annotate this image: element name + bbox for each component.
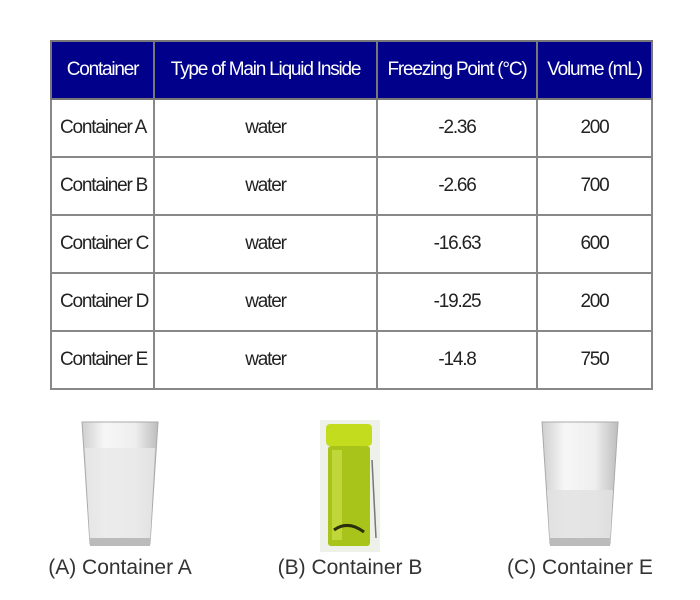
header-cell: Freezing Point (°C) (376, 40, 538, 100)
option-label: (B) Container B (277, 556, 423, 579)
table-cell: -2.36 (376, 98, 538, 158)
header-cell: Type of Main Liquid Inside (153, 40, 378, 100)
table-cell: 200 (536, 98, 653, 158)
table-cell: water (153, 156, 378, 216)
table-cell: 200 (536, 272, 653, 332)
glass-image (81, 421, 159, 546)
bottle-image (320, 420, 380, 552)
table-cell: Container C (50, 214, 155, 274)
table-cell: water (153, 214, 378, 274)
table-cell: -14.8 (376, 330, 538, 390)
data-table: Container Type of Main Liquid Inside Fre… (50, 40, 653, 390)
table-cell: Container D (50, 272, 155, 332)
header-cell: Container (50, 40, 155, 100)
header-row: Container Type of Main Liquid Inside Fre… (50, 40, 653, 100)
table-cell: -19.25 (376, 272, 538, 332)
table-cell: 600 (536, 214, 653, 274)
table-cell: water (153, 272, 378, 332)
table-cell: Container A (50, 98, 155, 158)
header-cell: Volume (mL) (536, 40, 653, 100)
table-cell: 750 (536, 330, 653, 390)
table-cell: Container B (50, 156, 155, 216)
option-label: (C) Container E (507, 556, 653, 579)
table-cell: water (153, 98, 378, 158)
glass-image (541, 421, 619, 546)
table-cell: Container E (50, 330, 155, 390)
table-cell: 700 (536, 156, 653, 216)
table-cell: -2.66 (376, 156, 538, 216)
table-cell: water (153, 330, 378, 390)
option-label: (A) Container A (48, 556, 192, 579)
table-cell: -16.63 (376, 214, 538, 274)
